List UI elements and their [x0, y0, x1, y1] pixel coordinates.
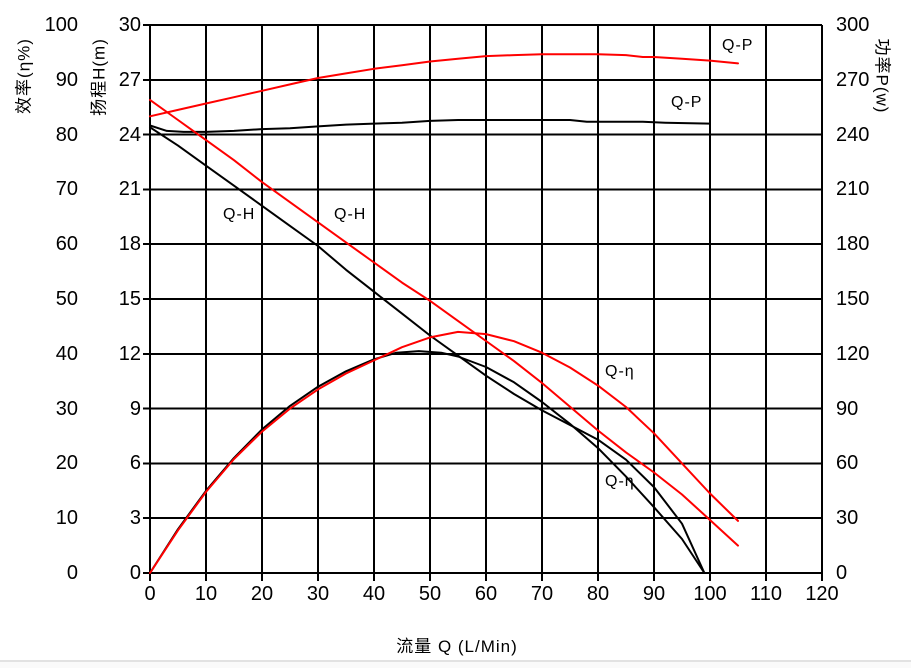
x-axis-tick-label: 60 [474, 583, 498, 605]
x-axis-tick-label: 0 [144, 583, 156, 605]
x-axis-tick-label: 90 [642, 583, 666, 605]
head-axis-tick-label: 21 [118, 178, 141, 201]
x-axis-tick-label: 100 [693, 583, 727, 605]
x-axis-tick-label: 30 [306, 583, 330, 605]
efficiency-axis-tick-label: 80 [55, 123, 78, 146]
curve-Q-η-red [149, 330, 739, 574]
efficiency-axis-tick-label: 60 [55, 233, 78, 256]
efficiency-axis-tick-label: 70 [55, 178, 78, 201]
head-axis-tick-label: 6 [129, 452, 141, 475]
head-axis-tick-label: 15 [118, 288, 141, 310]
x-axis-tick-label: 10 [194, 583, 218, 605]
head-axis-tick-label: 12 [118, 342, 141, 365]
curve-label-Q-P-red: Q-P [722, 37, 754, 54]
power-axis-tick-label: 0 [836, 562, 848, 584]
curve-Q-H-red [149, 98, 739, 547]
head-axis-tick-label: 24 [118, 123, 141, 146]
x-axis-title: 流量 Q (L/Min) [396, 637, 518, 656]
x-axis-tick-label: 110 [750, 583, 782, 605]
power-axis-tick-label: 180 [836, 233, 870, 256]
head-axis-tick-label: 9 [129, 397, 141, 420]
curve-label-Q-P-black: Q-P [671, 94, 703, 111]
curve-Q-η-black [149, 350, 706, 574]
power-axis-tick-label: 300 [836, 14, 870, 36]
power-axis-tick-label: 90 [836, 397, 859, 420]
curve-label-Q-H-red: Q-H [334, 206, 367, 223]
curve-label-Q-H-black: Q-H [223, 206, 256, 223]
power-axis-tick-label: 210 [836, 178, 870, 201]
efficiency-axis-tick-label: 100 [44, 14, 78, 36]
power-axis-tick-label: 60 [836, 452, 859, 475]
curve-label-Q-η-black: Q-η [605, 473, 635, 490]
x-axis-tick-label: 120 [805, 583, 839, 605]
head-axis-tick-label: 27 [118, 68, 141, 91]
power-axis-tick-label: 150 [836, 288, 870, 310]
curve-Q-H-black [149, 126, 706, 574]
curve-label-Q-η-red: Q-η [605, 363, 635, 380]
efficiency-axis-tick-label: 0 [66, 562, 78, 584]
efficiency-axis-tick-label: 90 [55, 68, 78, 91]
x-axis-tick-label: 20 [250, 583, 274, 605]
power-axis-tick-label: 240 [836, 123, 870, 146]
x-axis-tick-label: 80 [586, 583, 610, 605]
efficiency-axis-tick-label: 10 [55, 507, 78, 530]
bottom-window-edge [0, 660, 911, 668]
power-axis-tick-label: 270 [836, 68, 870, 91]
efficiency-axis-tick-label: 20 [55, 452, 78, 475]
efficiency-axis-tick-label: 30 [55, 397, 78, 420]
efficiency-axis-tick-label: 40 [55, 342, 78, 365]
head-axis-tick-label: 3 [129, 507, 141, 530]
curve-Q-P-black [149, 119, 711, 133]
head-axis-tick-label: 18 [118, 233, 141, 256]
x-axis-tick-label: 70 [530, 583, 554, 605]
power-axis-tick-label: 30 [836, 507, 859, 530]
x-axis-tick-label: 50 [418, 583, 442, 605]
head-axis-tick-label: 30 [118, 14, 141, 36]
efficiency-axis-tick-label: 50 [55, 288, 78, 310]
x-axis-tick-label: 40 [362, 583, 386, 605]
curve-Q-P-red [149, 53, 739, 118]
head-axis-tick-label: 0 [129, 562, 141, 584]
power-axis-tick-label: 120 [836, 342, 870, 365]
